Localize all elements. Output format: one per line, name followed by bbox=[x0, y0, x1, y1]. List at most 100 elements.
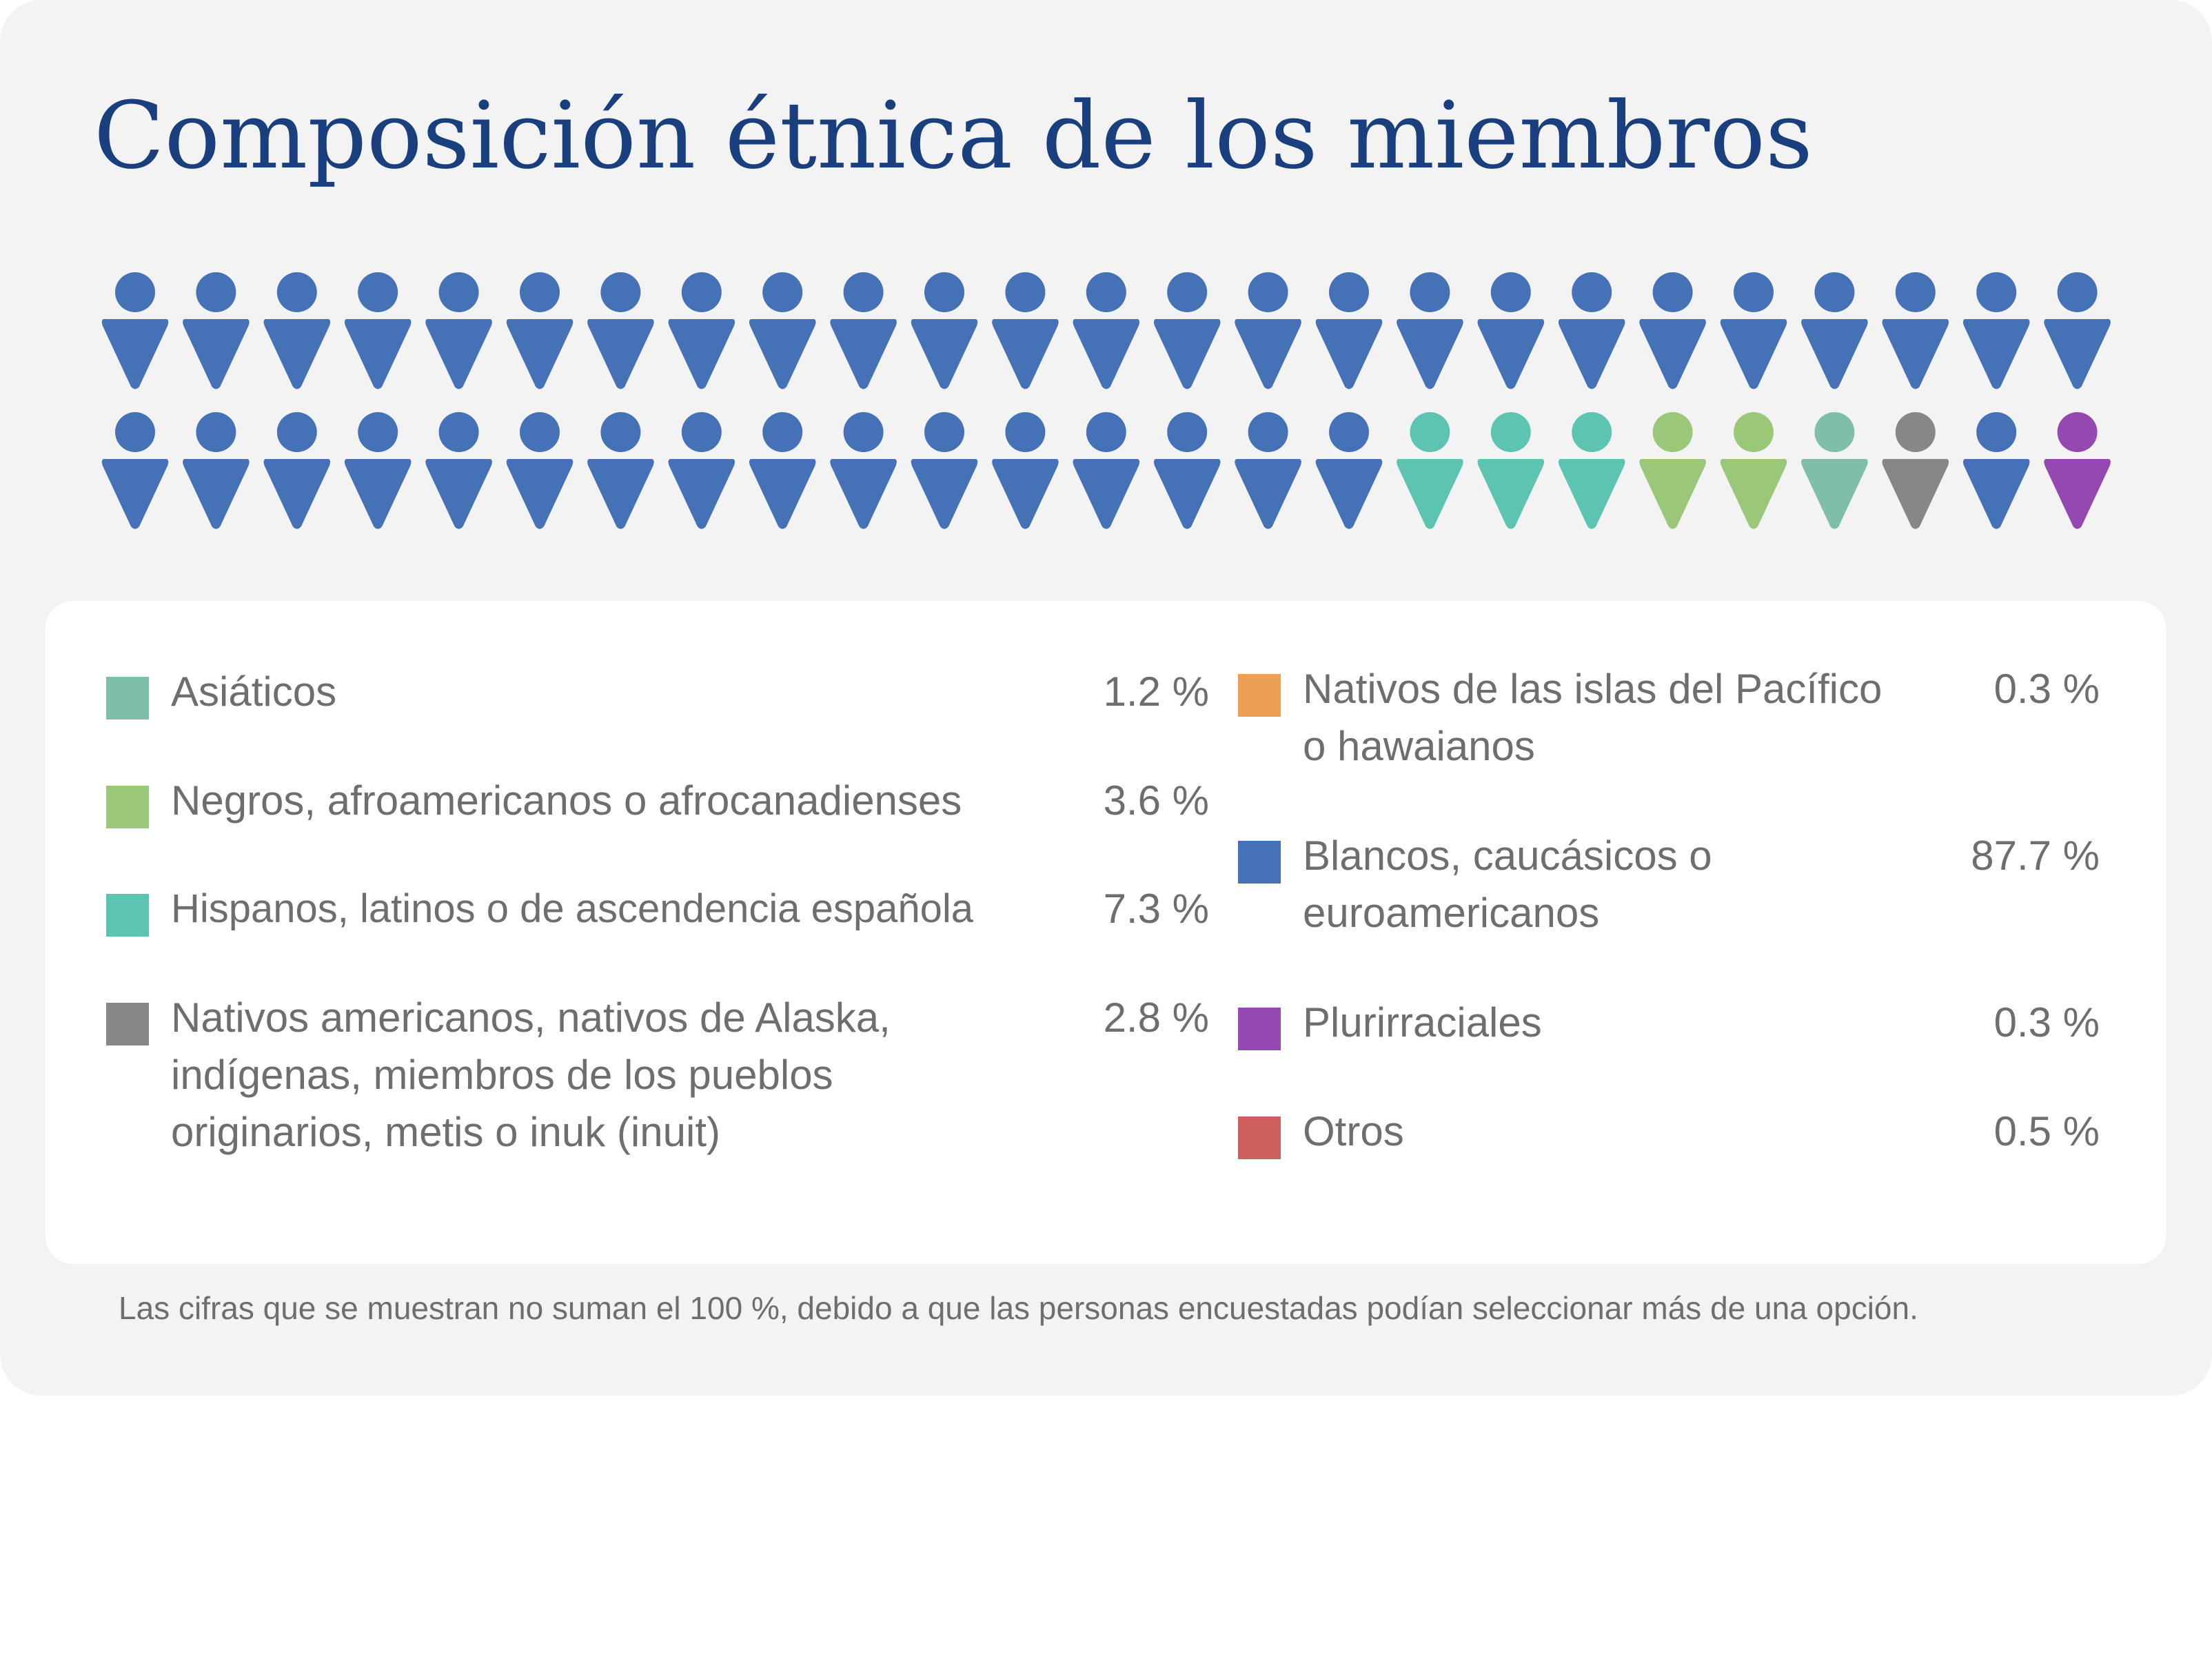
person-icon bbox=[344, 412, 412, 529]
person-icon bbox=[1073, 272, 1140, 389]
person-body bbox=[425, 459, 492, 529]
person-icon bbox=[749, 272, 816, 389]
person-body bbox=[1315, 459, 1383, 529]
person-body bbox=[1235, 459, 1301, 529]
person-head bbox=[1329, 412, 1369, 452]
person-body bbox=[1477, 459, 1545, 529]
person-head bbox=[1895, 412, 1936, 452]
legend-label: Hispanos, latinos o de ascendencia españ… bbox=[171, 886, 974, 931]
person-icon bbox=[425, 272, 492, 389]
person-head bbox=[1167, 272, 1208, 312]
legend-swatch bbox=[1238, 1116, 1281, 1159]
person-icon bbox=[992, 412, 1059, 529]
person-head bbox=[762, 412, 803, 452]
person-icon bbox=[183, 412, 250, 529]
person-head bbox=[762, 272, 803, 312]
person-body bbox=[587, 459, 654, 529]
legend-item-native: Nativos americanos, nativos de Alaska, i… bbox=[106, 989, 1209, 1168]
legend-item-black: Negros, afroamericanos o afrocanadienses… bbox=[106, 772, 1209, 834]
person-icon bbox=[2044, 412, 2111, 529]
person-body bbox=[263, 319, 331, 389]
person-icon bbox=[425, 412, 492, 529]
person-icon bbox=[2044, 272, 2111, 389]
person-head bbox=[1329, 272, 1369, 312]
person-head bbox=[1005, 272, 1046, 312]
person-head bbox=[438, 412, 479, 452]
person-head bbox=[1814, 412, 1855, 452]
person-body bbox=[911, 319, 978, 389]
person-head bbox=[520, 412, 560, 452]
person-head bbox=[1005, 412, 1046, 452]
person-body bbox=[1397, 319, 1463, 389]
legend-item-asian: Asiáticos 1.2 % bbox=[106, 663, 1209, 725]
person-head bbox=[358, 272, 398, 312]
person-head bbox=[115, 272, 155, 312]
person-body bbox=[344, 459, 412, 529]
person-body bbox=[183, 459, 250, 529]
person-head bbox=[1895, 272, 1936, 312]
chart-title: Composición étnica de los miembros bbox=[94, 82, 1813, 190]
person-head bbox=[1572, 412, 1612, 452]
person-icon bbox=[1397, 412, 1463, 529]
legend-item-hispanic: Hispanos, latinos o de ascendencia españ… bbox=[106, 880, 1209, 942]
person-icon bbox=[1962, 272, 2030, 389]
person-body bbox=[1073, 459, 1140, 529]
person-body bbox=[749, 459, 816, 529]
person-body bbox=[1720, 319, 1787, 389]
person-icon bbox=[1477, 272, 1545, 389]
person-icon bbox=[1720, 412, 1787, 529]
person-icon bbox=[263, 412, 331, 529]
person-icon bbox=[668, 272, 735, 389]
person-body bbox=[425, 319, 492, 389]
person-icon bbox=[1477, 412, 1545, 529]
person-head bbox=[1410, 272, 1450, 312]
legend-item-pacific: Nativos de las islas del Pacífico o hawa… bbox=[1238, 660, 2100, 781]
person-head bbox=[681, 272, 722, 312]
person-icon bbox=[830, 412, 897, 529]
person-head bbox=[1086, 272, 1126, 312]
legend-label: Negros, afroamericanos o afrocanadienses bbox=[171, 777, 962, 824]
person-icon bbox=[183, 272, 250, 389]
person-icon bbox=[1235, 412, 1301, 529]
person-icon bbox=[992, 272, 1059, 389]
person-body bbox=[344, 319, 412, 389]
person-body bbox=[101, 319, 169, 389]
legend-label-line: indígenas, miembros de los pueblos bbox=[171, 1052, 833, 1098]
person-body bbox=[506, 459, 574, 529]
person-body bbox=[587, 319, 654, 389]
person-icon bbox=[911, 412, 978, 529]
footnote: Las cifras que se muestran no suman el 1… bbox=[119, 1290, 1918, 1326]
person-head bbox=[1814, 272, 1855, 312]
person-body bbox=[1639, 319, 1706, 389]
person-body bbox=[263, 459, 331, 529]
person-icon bbox=[830, 272, 897, 389]
person-icon bbox=[587, 412, 654, 529]
person-body bbox=[749, 319, 816, 389]
person-icon bbox=[506, 272, 574, 389]
person-head bbox=[2057, 272, 2098, 312]
legend-label: Blancos, caucásicos o euroamericanos bbox=[1303, 827, 1712, 941]
person-icon bbox=[911, 272, 978, 389]
person-body bbox=[1315, 319, 1383, 389]
legend-label: Otros bbox=[1303, 1108, 1404, 1154]
person-icon bbox=[263, 272, 331, 389]
person-head bbox=[1734, 412, 1774, 452]
person-head bbox=[1248, 412, 1288, 452]
person-body bbox=[1558, 319, 1625, 389]
person-icon bbox=[587, 272, 654, 389]
person-icon bbox=[1315, 272, 1383, 389]
person-icon bbox=[1801, 272, 1868, 389]
person-body bbox=[992, 319, 1059, 389]
person-icon bbox=[506, 412, 574, 529]
person-head bbox=[520, 272, 560, 312]
person-body bbox=[1801, 319, 1868, 389]
person-body bbox=[506, 319, 574, 389]
legend-item-other: Otros 0.5 % bbox=[1238, 1103, 2100, 1165]
person-head bbox=[196, 272, 236, 312]
person-body bbox=[1882, 459, 1949, 529]
person-icon bbox=[1235, 272, 1301, 389]
person-head bbox=[196, 412, 236, 452]
person-icon bbox=[1558, 412, 1625, 529]
legend-label-line: Blancos, caucásicos o bbox=[1303, 833, 1712, 879]
person-body bbox=[830, 459, 897, 529]
